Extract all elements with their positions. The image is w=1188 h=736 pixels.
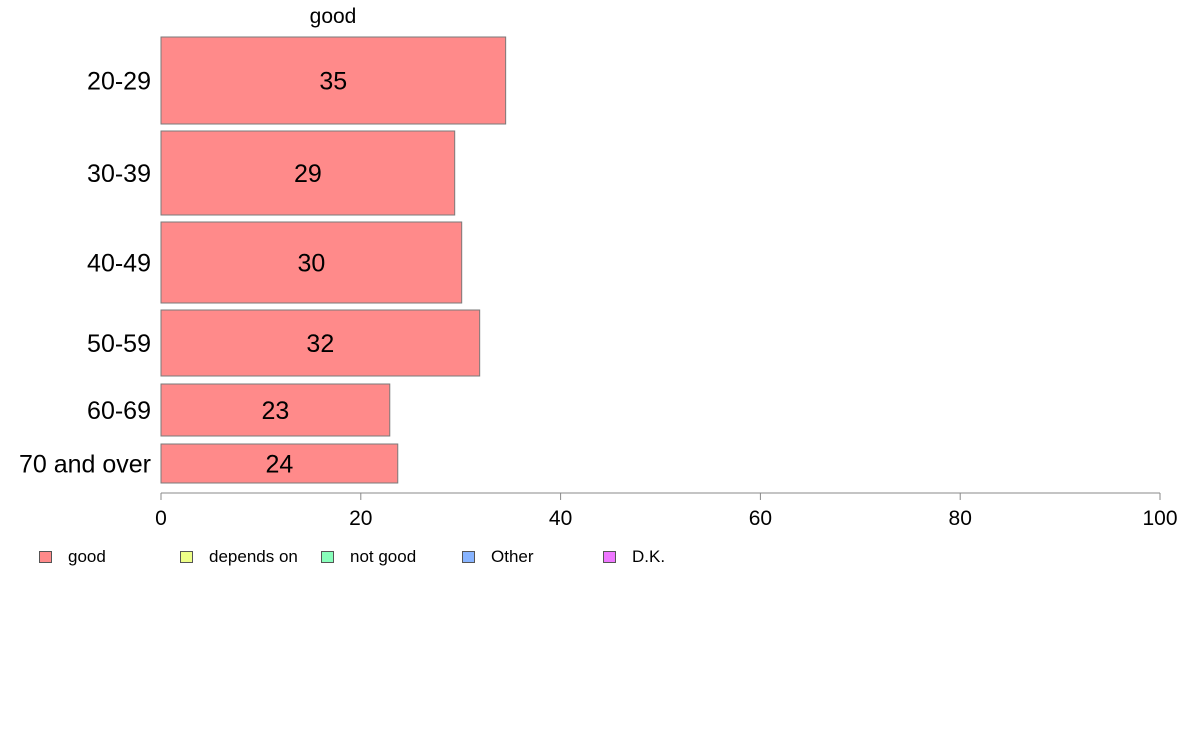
category-label: 70 and over [19,451,151,479]
legend-item: not good [321,545,416,569]
category-label: 20-29 [87,68,151,96]
legend-swatch [321,551,334,563]
legend-label: Other [491,547,534,566]
chart-title: good [310,5,357,28]
legend-swatch [180,551,193,563]
x-tick-label: 80 [949,507,972,530]
category-label: 30-39 [87,160,151,188]
legend-item: Other [462,545,534,569]
legend-swatch [462,551,475,563]
x-tick-label: 40 [549,507,572,530]
x-tick-label: 0 [155,507,167,530]
bar-20-29 [160,36,507,125]
bar-70-and-over [160,443,399,484]
legend-label: depends on [209,547,298,566]
x-tick-label: 100 [1142,507,1177,530]
legend-item: D.K. [603,545,665,569]
bars-group: 35 20-29 29 30-39 30 40-49 32 50-59 23 60-69 24 70 … [19,36,507,484]
bar-value-label: 32 [306,330,334,358]
category-label: 60-69 [87,397,151,425]
category-label: 40-49 [87,250,151,278]
legend-swatch [39,551,52,563]
category-label: 50-59 [87,330,151,358]
bar-50-59 [160,309,481,377]
legend-swatch [603,551,616,563]
bar-value-label: 29 [294,160,322,188]
bar-value-label: 24 [265,451,293,479]
x-tick-label: 20 [349,507,372,530]
legend-item: depends on [180,545,298,569]
bar-value-label: 23 [261,397,289,425]
legend-label: D.K. [632,547,666,566]
legend: good depends on not good Other D.K. [0,545,1188,569]
bar-value-label: 30 [297,250,325,278]
bar-value-label: 35 [319,68,347,96]
bar-40-49 [160,221,463,304]
legend-item: good [39,545,106,569]
bar-60-69 [160,383,391,437]
bar-30-39 [160,130,456,216]
bar-chart: good 35 20-29 29 30-39 30 40-49 32 50-59 23 60-69… [19,5,1178,530]
legend-label: not good [350,547,417,566]
x-tick-label: 60 [749,507,772,530]
x-axis: 0 20 40 60 80 100 [155,492,1178,530]
legend-label: good [68,547,106,566]
